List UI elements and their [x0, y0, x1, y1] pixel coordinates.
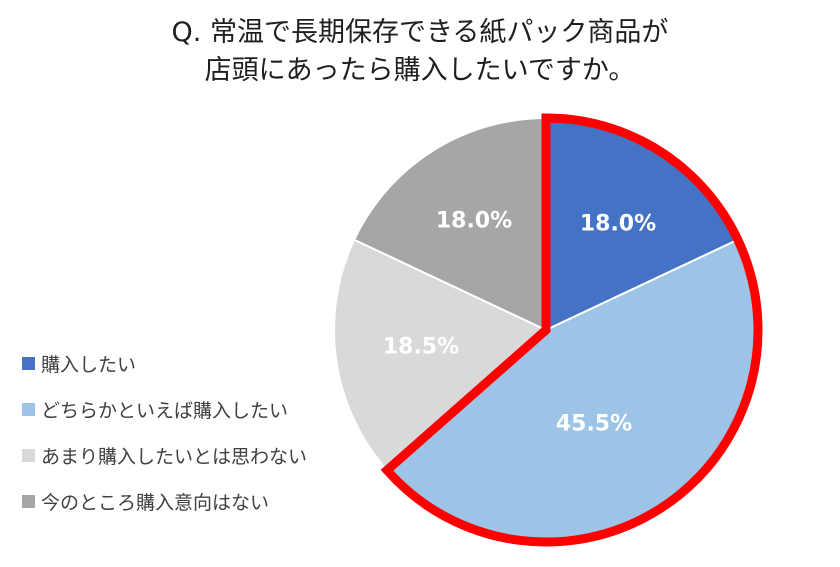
legend-item-rather-buy: どちらかといえば購入したい [22, 386, 307, 432]
legend-swatch-rather-buy [22, 402, 35, 416]
data-label-rather-buy: 45.5% [556, 412, 632, 437]
pie-slice-not-really [333, 238, 548, 472]
legend-label-buy: 購入したい [41, 353, 137, 376]
legend-swatch-no-intent [22, 494, 35, 508]
chart-legend: 購入したい どちらかといえば購入したい あまり購入したいとは思わない 今のところ… [22, 340, 307, 524]
pie-slice-no-intent [352, 116, 547, 332]
legend-label-not-really: あまり購入したいとは思わない [41, 445, 308, 468]
data-label-not-really: 18.5% [383, 335, 459, 360]
legend-item-buy: 購入したい [22, 340, 307, 386]
legend-label-rather-buy: どちらかといえば購入したい [41, 399, 289, 422]
chart-title: Q. 常温で長期保存できる紙パック商品が 店頭にあったら購入したいですか。 [0, 14, 840, 90]
legend-swatch-not-really [22, 448, 35, 462]
legend-item-no-intent: 今のところ購入意向はない [22, 478, 307, 524]
legend-swatch-buy [22, 356, 35, 370]
legend-item-not-really: あまり購入したいとは思わない [22, 432, 307, 478]
data-label-buy: 18.0% [580, 212, 656, 237]
legend-label-no-intent: 今のところ購入意向はない [41, 491, 270, 514]
data-label-no-intent: 18.0% [436, 209, 512, 234]
chart-title-line-2: 店頭にあったら購入したいですか。 [204, 55, 636, 86]
highlight-outline [380, 113, 763, 547]
chart-title-line-1: Q. 常温で長期保存できる紙パック商品が [171, 17, 669, 48]
